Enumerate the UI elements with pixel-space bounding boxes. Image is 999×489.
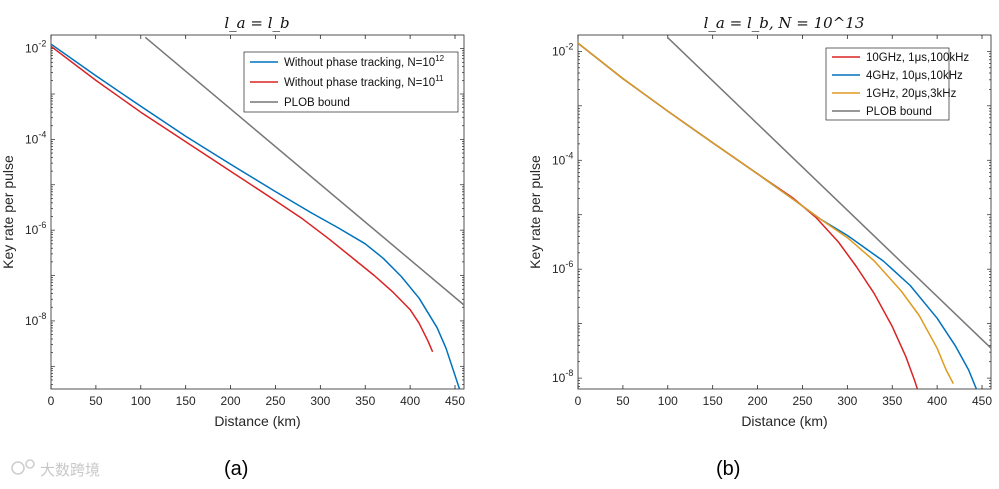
series-group (51, 36, 464, 389)
series-line-2 (51, 45, 434, 353)
legend-entry: Without phase tracking, N=1011 (284, 74, 444, 89)
legend-entry: Without phase tracking, N=1012 (284, 54, 445, 69)
x-tick-label: 50 (89, 394, 103, 408)
y-tick-label: 10-2 (25, 39, 46, 56)
x-tick-label: 300 (837, 394, 857, 408)
y-axis-label: Key rate per pulse (0, 155, 16, 269)
y-tick-label: 10-4 (25, 129, 46, 146)
y-tick-label: 10-8 (552, 368, 573, 385)
legend-entry: PLOB bound (284, 97, 350, 109)
series-line-3 (144, 36, 464, 306)
x-tick-label: 300 (310, 394, 330, 408)
x-tick-label: 350 (355, 394, 375, 408)
y-tick-label: 10-2 (552, 41, 573, 58)
legend-entry: 10GHz, 1μs,100kHz (866, 52, 969, 64)
x-tick-label: 250 (792, 394, 812, 408)
x-tick-label: 50 (616, 394, 630, 408)
y-axis-label: Key rate per pulse (527, 155, 543, 269)
panel-b-caption: (b) (716, 458, 740, 480)
watermark-logo: 大数跨境 (11, 459, 100, 479)
x-tick-label: 350 (882, 394, 902, 408)
legend-entry: PLOB bound (866, 106, 932, 118)
x-tick-label: 150 (703, 394, 723, 408)
x-tick-label: 400 (400, 394, 420, 408)
x-tick-label: 250 (265, 394, 285, 408)
chart-title: l_a = l_b, N = 10^13 (704, 14, 865, 32)
series-line-3 (578, 42, 954, 384)
plot-area (577, 34, 992, 390)
x-tick-label: 200 (221, 394, 241, 408)
x-axis-label: Distance (km) (741, 413, 827, 429)
chart-title: l_a = l_b (224, 14, 289, 32)
legend-entry: 4GHz, 10μs,10kHz (866, 70, 963, 82)
x-tick-label: 0 (575, 394, 582, 408)
x-tick-label: 450 (445, 394, 465, 408)
series-line-1 (51, 43, 461, 389)
x-tick-label: 450 (972, 394, 992, 408)
y-tick-label: 10-6 (25, 220, 46, 237)
x-axis-label: Distance (km) (214, 413, 300, 429)
y-tick-label: 10-4 (552, 150, 573, 167)
x-tick-label: 100 (131, 394, 151, 408)
x-tick-label: 100 (658, 394, 678, 408)
y-tick-label: 10-8 (25, 311, 46, 328)
legend-box (825, 47, 950, 121)
watermark-text: 大数跨境 (40, 461, 100, 479)
x-tick-label: 200 (748, 394, 768, 408)
x-tick-label: 0 (48, 394, 55, 408)
legend-entry: 1GHz, 20μs,3kHz (866, 88, 957, 100)
y-tick-label: 10-6 (552, 259, 573, 276)
series-group (578, 37, 991, 389)
chart-panel-a: 0 50 100 150 200 250 300 350 400 450 10-8 10-6 10-4 1… (0, 14, 465, 429)
x-tick-label: 400 (927, 394, 947, 408)
chart-panel-b: 0 50 100 150 200 250 300 350 400 450 10-8 10-6 10-4 1… (527, 14, 992, 429)
panel-a-caption: (a) (224, 458, 248, 480)
series-line-4 (667, 37, 991, 349)
x-tick-label: 150 (176, 394, 196, 408)
legend-box (243, 51, 459, 113)
